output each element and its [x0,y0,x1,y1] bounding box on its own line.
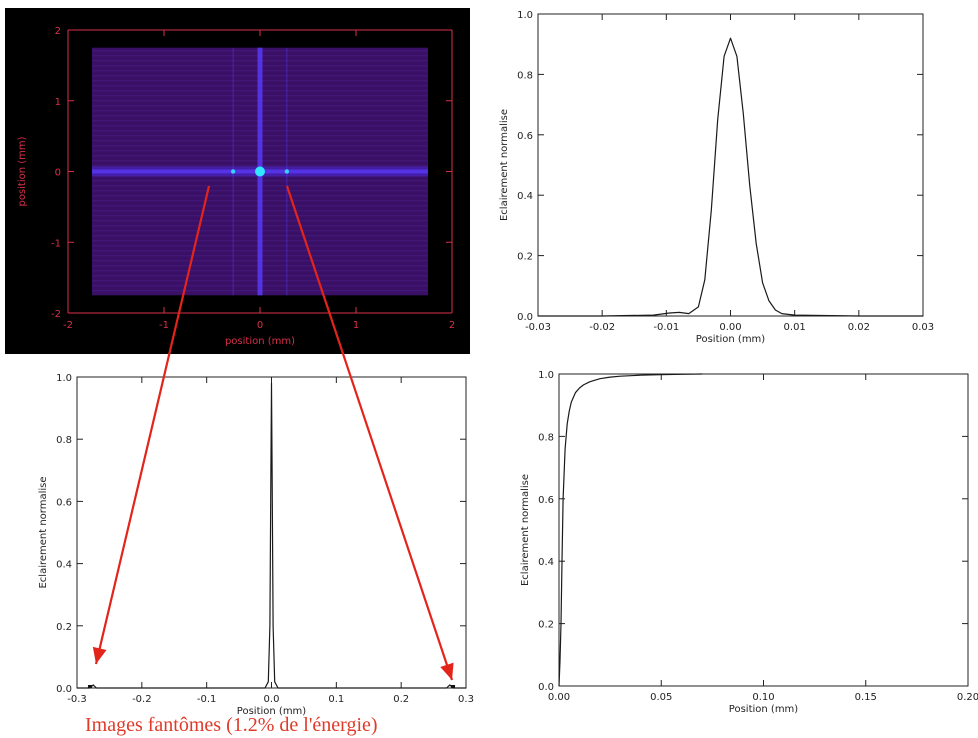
heatmap-central-peak [255,166,265,177]
profile-wide-plot-y-tick-label: 1.0 [56,373,72,384]
encircled-energy-plot-series-line [558,373,703,687]
profile-zoom-plot-y-axis-label: Eclairement normalise [499,109,510,221]
ghost-arrows [92,185,454,681]
profile-wide-plot-y-tick-label: 0.2 [56,622,72,633]
profile-wide-plot-y-tick-label: 0.8 [56,435,72,446]
profile-wide-plot-x-tick-label: -0.2 [132,694,152,705]
encircled-energy-plot-y-tick-label: 0.0 [538,682,554,693]
profile-zoom-plot-x-tick-label: 0.02 [848,322,870,333]
encircled-energy-plot-y-tick-label: 0.8 [538,432,554,443]
encircled-energy-plot-x-tick-label: 0.05 [650,692,672,703]
profile-zoom-plot-y-tick-label: 1.0 [517,10,533,21]
heatmap-panel: -2 -1 0 1 2 -2 -1 0 1 2 position (mm) position (mm) [5,8,470,354]
profile-zoom-plot-x-tick-label: 0.00 [719,322,741,333]
heatmap-x-tick-label: 0 [257,320,263,331]
encircled-energy-plot-y-tick-label: 1.0 [538,370,554,381]
heatmap-y-tick-label: 1 [55,97,61,108]
encircled-energy-plot-frame [558,373,969,687]
profile-wide-ghost-mark [451,685,456,688]
profile-zoom-plot-series-line [538,37,923,317]
profile-zoom-plot-y-tick-label: 0.2 [517,252,533,263]
profile-zoom-plot-x-tick-label: -0.01 [653,322,679,333]
heatmap-y-tick-label: -2 [51,309,61,320]
encircled-energy-plot-x-tick-label: 0.10 [752,692,774,703]
profile-wide-plot-x-tick-label: 0.0 [264,694,280,705]
encircled-energy-plot-y-tick-label: 0.6 [538,495,554,506]
profile-wide-plot-x-axis-label: Position (mm) [237,706,306,717]
profile-zoom-plot: -0.03 -0.02 -0.01 0.00 0.01 0.02 0.03 0.0 0.2 0.4… [499,10,934,345]
profile-zoom-plot-frame [537,13,924,317]
heatmap-x-tick-label: 1 [353,320,359,331]
encircled-energy-plot-x-tick-label: 0.15 [855,692,877,703]
heatmap-x-tick-label: -1 [159,320,169,331]
profile-zoom-plot-x-tick-label: -0.03 [525,322,551,333]
profile-zoom-plot-y-tick-label: 0.8 [517,70,533,81]
profile-wide-plot-y-tick-label: 0.0 [56,684,72,695]
profile-zoom-plot-y-tick-label: 0.0 [517,312,533,323]
profile-wide-plot-series-line [77,382,466,689]
encircled-energy-plot-x-axis-label: Position (mm) [729,704,798,715]
profile-wide-plot-x-tick-label: 0.3 [458,694,474,705]
ghost-arrow-right-head [440,662,454,680]
heatmap-y-tick-label: -1 [51,238,61,249]
ghost-arrow-left-shaft [94,185,211,665]
profile-zoom-plot-y-tick-label: 0.6 [517,131,533,142]
profile-wide-plot-y-tick-label: 0.6 [56,497,72,508]
profile-zoom-plot-x-tick-label: 0.01 [784,322,806,333]
heatmap-y-tick-label: 0 [55,168,61,179]
heatmap-y-axis-label: position (mm) [17,136,28,206]
encircled-energy-plot-x-tick-label: 0.20 [957,692,978,703]
encircled-energy-plot-y-axis-label: Eclairement normalise [520,474,531,586]
profile-wide-plot-y-tick-label: 0.4 [56,560,72,571]
encircled-energy-plot-x-tick-label: 0.00 [548,692,570,703]
ghost-arrow-left-head [92,646,107,664]
profile-wide-plot-x-tick-label: 0.2 [393,694,409,705]
encircled-energy-plot-y-tick-label: 0.2 [538,620,554,631]
ghost-images-caption: Images fantômes (1.2% de l'énergie) [85,714,378,736]
heatmap-x-axis-label: position (mm) [225,336,295,347]
profile-wide-ghost-mark [87,685,92,688]
heatmap-x-tick-label: 2 [449,320,455,331]
heatmap-x-tick-label: -2 [63,320,73,331]
encircled-energy-plot: 0.00 0.05 0.10 0.15 0.20 0.0 0.2 0.4 0.6 0.8 1.0 Po… [520,370,978,715]
heatmap-ghost-spot [230,169,236,174]
profile-wide-plot-x-tick-label: 0.1 [328,694,344,705]
encircled-energy-plot-y-tick-label: 0.4 [538,557,554,568]
profile-zoom-plot-x-axis-label: Position (mm) [696,334,765,345]
heatmap-ghost-spot [284,169,290,174]
heatmap-y-tick-label: 2 [55,26,61,37]
profile-zoom-plot-x-tick-label: 0.03 [912,322,934,333]
profile-zoom-plot-x-tick-label: -0.02 [589,322,615,333]
profile-wide-plot-x-tick-label: -0.3 [67,694,87,705]
profile-wide-plot-y-axis-label: Eclairement normalise [38,476,49,588]
profile-wide-plot-x-tick-label: -0.1 [197,694,217,705]
ghost-arrow-right-shaft [285,185,454,681]
profile-wide-plot: -0.3 -0.2 -0.1 0.0 0.1 0.2 0.3 0.0 0.2 0.4 0.6 0.8 1… [38,373,474,717]
profile-zoom-plot-y-tick-label: 0.4 [517,191,533,202]
